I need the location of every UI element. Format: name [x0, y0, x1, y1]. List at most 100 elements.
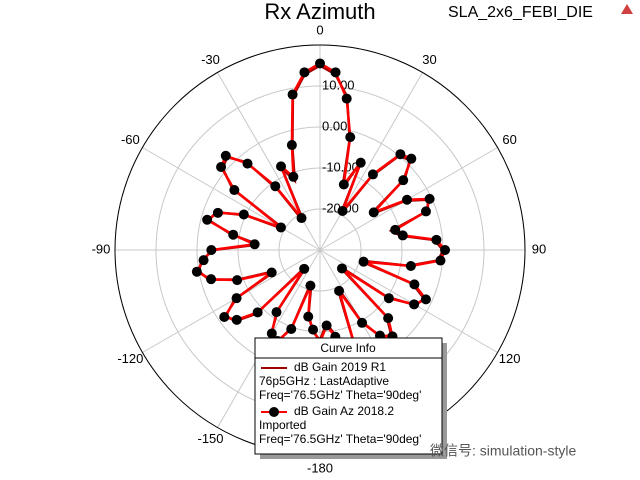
series-marker [409, 299, 420, 310]
series-marker [308, 324, 319, 335]
grid-spoke [142, 147, 321, 251]
series-marker [198, 255, 209, 266]
angle-tick-label: -120 [117, 351, 143, 366]
series-marker [321, 320, 332, 331]
series-marker [303, 311, 314, 322]
series-marker [206, 245, 217, 255]
angle-tick-label: -180 [307, 460, 333, 475]
angle-tick-label: -150 [197, 431, 223, 446]
angle-tick-label: 30 [422, 52, 436, 67]
grid-spoke [142, 249, 321, 353]
grid-spoke [319, 249, 498, 353]
series-marker [212, 207, 223, 218]
logo-icon [621, 4, 633, 14]
series-marker [252, 307, 263, 318]
series-marker [397, 230, 408, 241]
grid-spoke [319, 72, 423, 251]
series-marker [232, 275, 243, 286]
legend-label: dB Gain 2019 R1 [294, 360, 386, 374]
series-marker [357, 317, 368, 328]
series-marker [358, 256, 369, 267]
series-marker [431, 234, 442, 245]
series-marker [305, 280, 316, 291]
r-tick-label: 10.00 [322, 77, 355, 92]
series-marker [440, 245, 451, 255]
series-marker [242, 158, 253, 169]
series-marker [338, 179, 349, 190]
series-marker [398, 175, 409, 186]
legend-note: Freq='76.5GHz' Theta='90deg' [259, 432, 421, 446]
series-marker [228, 229, 239, 240]
series-marker [231, 293, 242, 304]
series-marker [216, 161, 227, 172]
series-marker [270, 181, 281, 192]
series-marker [249, 239, 260, 250]
series-marker [337, 205, 348, 216]
series-marker [383, 293, 394, 304]
series-marker [299, 263, 310, 274]
legend-note: 76p5GHz : LastAdaptive [259, 374, 389, 388]
series-marker [401, 194, 412, 205]
series-marker [424, 193, 435, 204]
series-marker [330, 67, 341, 78]
series-marker [287, 89, 298, 100]
series-line [195, 61, 447, 353]
series-marker [238, 209, 249, 220]
series-marker [219, 312, 230, 323]
series-marker [202, 214, 213, 225]
series-marker [191, 266, 202, 277]
series-marker [355, 157, 366, 168]
chart-title: Rx Azimuth [264, 0, 375, 24]
series-marker [336, 263, 347, 274]
angle-tick-label: 0 [316, 22, 323, 37]
series-marker [383, 313, 394, 324]
series-marker [220, 150, 231, 161]
series-marker [206, 274, 217, 285]
series-marker [286, 323, 297, 334]
series-marker [390, 224, 401, 235]
legend-title: Curve Info [320, 341, 376, 355]
series-marker [231, 314, 242, 325]
series-marker [334, 285, 345, 296]
series-marker [271, 307, 282, 318]
r-tick-label: 0.00 [322, 118, 347, 133]
angle-tick-label: 60 [502, 132, 516, 147]
series-marker [275, 222, 286, 233]
series-marker [296, 213, 307, 224]
legend-marker [269, 407, 279, 417]
series-marker [420, 294, 431, 305]
series-marker [406, 153, 417, 164]
series-marker [409, 279, 420, 290]
angle-tick-label: -90 [92, 241, 111, 256]
legend-note: Freq='76.5GHz' Theta='90deg' [259, 388, 421, 402]
series-line [197, 64, 445, 351]
series-marker [395, 149, 406, 160]
series-marker [266, 267, 277, 278]
series-marker [435, 255, 446, 266]
series-marker [276, 161, 287, 172]
angle-tick-label: 90 [532, 241, 546, 256]
series-marker [368, 207, 379, 218]
watermark: 微信号: simulation-style [430, 443, 576, 459]
series-marker [341, 93, 352, 104]
legend-note: Imported [259, 418, 306, 432]
series-marker [299, 67, 310, 78]
series-marker [420, 206, 431, 217]
series-marker [288, 171, 299, 182]
series-marker [266, 328, 277, 339]
series-marker [367, 169, 378, 180]
angle-tick-label: -30 [201, 52, 220, 67]
angle-tick-label: -60 [121, 132, 140, 147]
chart-subtitle: SLA_2x6_FEBI_DIE [448, 4, 593, 21]
series-marker [345, 132, 356, 143]
series-marker [286, 140, 297, 151]
series-marker [405, 261, 416, 272]
legend-box [254, 337, 443, 455]
series-marker [229, 185, 240, 196]
legend-label: dB Gain Az 2018.2 [294, 404, 394, 418]
r-tick-label: -10.00 [322, 159, 359, 174]
angle-tick-label: 120 [499, 351, 521, 366]
series-marker [315, 58, 325, 69]
